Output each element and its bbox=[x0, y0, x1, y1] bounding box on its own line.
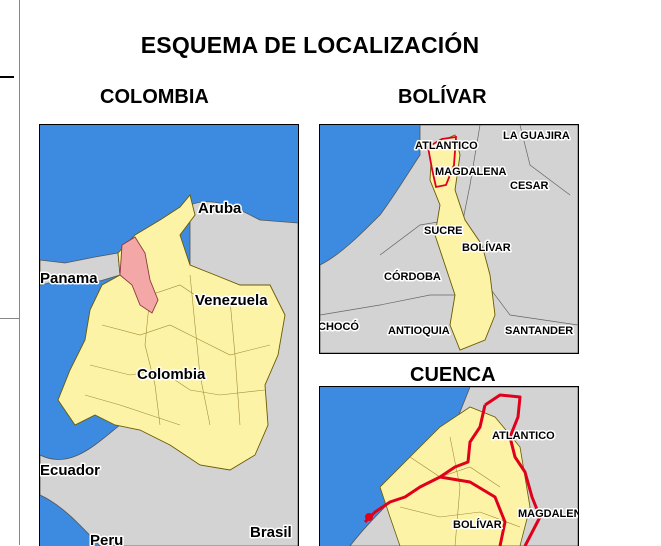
municipality-borders bbox=[399, 436, 521, 546]
cuenca-map: ATLANTICO MAGDALENA BOLÍVAR bbox=[319, 386, 579, 546]
label-santander: SANTANDER bbox=[505, 325, 573, 337]
label-cordoba: CÓRDOBA bbox=[384, 270, 441, 283]
bolivar-highlight bbox=[119, 236, 159, 314]
cuenca-heading: CUENCA bbox=[410, 364, 496, 386]
label-antioquia: ANTIOQUIA bbox=[388, 325, 450, 337]
label-aruba: Aruba bbox=[198, 200, 242, 217]
label-bolivar: BOLÍVAR bbox=[462, 241, 511, 254]
label-magdalena: MAGDALENA bbox=[518, 508, 578, 520]
label-atlantico: ATLANTICO bbox=[492, 430, 555, 442]
colombia-land bbox=[57, 194, 286, 471]
location-sheet: ESQUEMA DE LOCALIZACIÓN COLOMBIA BOLÍVAR… bbox=[19, 0, 601, 546]
label-cesar: CESAR bbox=[510, 180, 549, 192]
label-panama: Panama bbox=[40, 270, 98, 287]
cuenca-map-svg: ATLANTICO MAGDALENA BOLÍVAR bbox=[320, 387, 578, 546]
label-choco: CHOCÓ bbox=[320, 320, 359, 333]
left-divider-lower bbox=[0, 318, 19, 319]
label-magdalena: MAGDALENA bbox=[435, 166, 507, 178]
label-la-guajira: LA GUAJIRA bbox=[503, 130, 570, 142]
label-peru: Peru bbox=[90, 532, 123, 546]
colombia-map: Aruba Panama Venezuela Colombia Ecuador … bbox=[39, 124, 299, 546]
basin-outlet-marker bbox=[365, 513, 373, 521]
bolivar-department bbox=[429, 134, 496, 351]
label-venezuela: Venezuela bbox=[195, 292, 268, 309]
label-sucre: SUCRE bbox=[424, 225, 463, 237]
label-colombia: Colombia bbox=[137, 366, 206, 383]
atlantico-outline bbox=[427, 135, 457, 189]
bolivar-heading: BOLÍVAR bbox=[398, 86, 487, 108]
colombia-heading: COLOMBIA bbox=[100, 86, 209, 108]
label-bolivar: BOLÍVAR bbox=[453, 518, 502, 531]
left-divider bbox=[0, 76, 14, 78]
label-ecuador: Ecuador bbox=[40, 462, 100, 479]
sheet-title: ESQUEMA DE LOCALIZACIÓN bbox=[140, 32, 480, 58]
bolivar-map: ATLANTICO LA GUAJIRA MAGDALENA CESAR SUC… bbox=[319, 124, 579, 354]
label-atlantico: ATLANTICO bbox=[415, 140, 478, 152]
aruba-island bbox=[211, 203, 219, 211]
curacao-island bbox=[219, 206, 225, 212]
right-margin bbox=[600, 0, 661, 545]
label-brasil: Brasil bbox=[250, 524, 292, 541]
colombia-map-svg: Aruba Panama Venezuela Colombia Ecuador … bbox=[40, 125, 298, 546]
bolivar-map-svg: ATLANTICO LA GUAJIRA MAGDALENA CESAR SUC… bbox=[320, 125, 578, 353]
basin-boundary-inner bbox=[439, 475, 507, 546]
